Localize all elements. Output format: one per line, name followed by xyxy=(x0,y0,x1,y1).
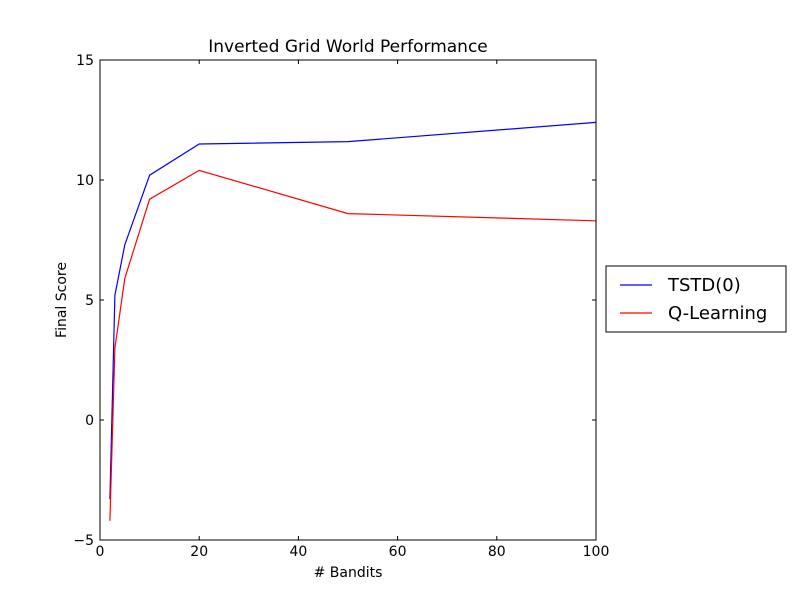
legend-box xyxy=(605,265,787,333)
y-axis-label: Final Score xyxy=(54,262,70,338)
x-axis-label: # Bandits xyxy=(314,565,383,581)
y-tick-label: −5 xyxy=(73,533,94,549)
plot-border xyxy=(99,59,597,541)
series-layer xyxy=(109,121,597,521)
chart-title: Inverted Grid World Performance xyxy=(208,37,488,57)
y-tick-label: 0 xyxy=(85,413,94,429)
legend-label: TSTD(0) xyxy=(667,275,741,296)
x-tick-label: 60 xyxy=(389,544,407,560)
series-line-tstd xyxy=(109,121,597,500)
x-tick-label: 40 xyxy=(289,544,307,560)
y-tick-label: 5 xyxy=(85,293,94,309)
y-tick-label: 15 xyxy=(76,53,94,69)
y-tick-label: 10 xyxy=(76,173,94,189)
legend: TSTD(0) Q-Learning xyxy=(605,265,787,333)
legend-entries: TSTD(0) Q-Learning xyxy=(620,275,767,324)
x-tick-label: 0 xyxy=(96,544,105,560)
x-tick-label: 80 xyxy=(488,544,506,560)
x-tick-label: 20 xyxy=(190,544,208,560)
legend-label: Q-Learning xyxy=(668,303,767,324)
plot-area xyxy=(99,59,597,541)
series-line-q-learning xyxy=(109,169,597,521)
plot-frame xyxy=(100,60,596,540)
x-tick-label: 100 xyxy=(583,544,610,560)
